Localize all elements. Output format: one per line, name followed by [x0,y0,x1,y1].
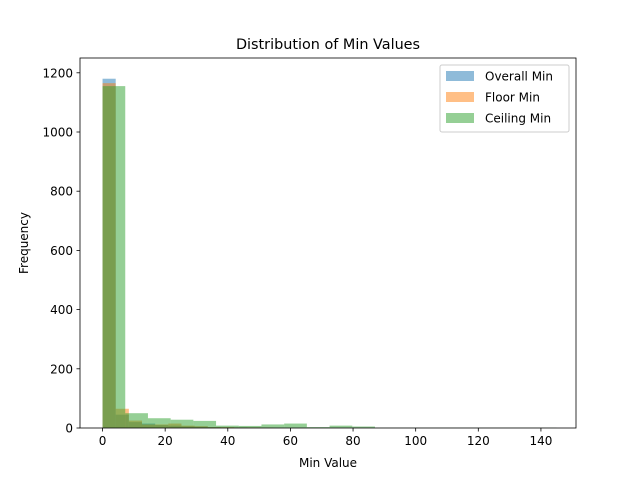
legend-label: Overall Min [485,70,553,84]
histogram-bar [216,425,239,428]
x-tick-label: 0 [99,434,107,448]
y-tick-label: 1000 [42,126,73,140]
histogram-bar [238,425,262,428]
histogram-bar [170,419,194,428]
x-tick-label: 120 [467,434,490,448]
legend-swatch [446,92,474,102]
y-axis-ticks: 0 200 400 600 800 1000 1200 [42,66,80,436]
histogram-bar [329,425,353,428]
histogram-bar [284,423,307,428]
x-tick-label: 100 [404,434,427,448]
histogram-bar [306,427,330,428]
x-tick-label: 40 [220,434,235,448]
legend-swatch [446,71,474,81]
x-axis-ticks: 0 20 40 60 80 100 120 140 [99,428,552,448]
legend-label: Floor Min [485,91,540,105]
histogram-bar [102,86,126,429]
x-tick-label: 140 [529,434,552,448]
series-2-bars [102,86,557,429]
chart-title: Distribution of Min Values [236,37,420,53]
y-tick-label: 600 [50,244,73,258]
x-tick-label: 80 [345,434,360,448]
y-tick-label: 1200 [42,66,73,80]
histogram-bar [125,413,148,428]
histogram-bar [147,418,171,428]
histogram-bar [193,420,217,428]
y-tick-label: 400 [50,303,73,317]
x-tick-label: 20 [158,434,173,448]
y-tick-label: 0 [65,422,73,436]
histogram-bar [352,426,375,428]
y-tick-label: 800 [50,185,73,199]
histogram-bar [261,424,285,428]
x-tick-label: 60 [283,434,298,448]
y-tick-label: 200 [50,362,73,376]
legend: Overall Min Floor Min Ceiling Min [439,64,570,133]
legend-swatch [446,113,474,123]
x-axis-label: Min Value [299,456,357,470]
histogram-bars [102,78,557,429]
y-axis-label: Frequency [17,212,31,274]
legend-label: Ceiling Min [485,112,551,126]
plot-frame [79,57,577,429]
